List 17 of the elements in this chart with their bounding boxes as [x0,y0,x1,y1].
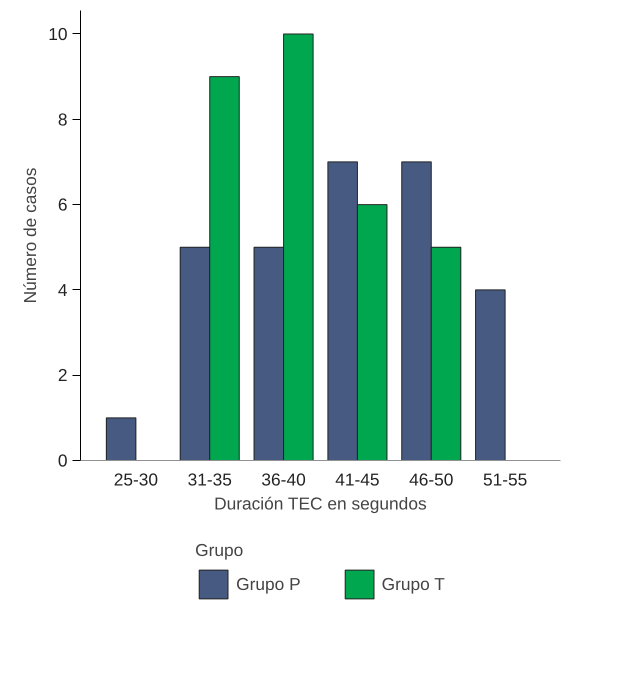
x-tick-label: 31-35 [188,470,232,490]
legend-title: Grupo [195,540,244,561]
y-tick-label: 4 [58,280,68,300]
y-axis-title: Número de casos [20,167,40,304]
y-tick-label: 2 [58,365,68,386]
x-tick-label: 51-55 [482,470,528,490]
legend-label: Grupo P [236,574,301,594]
x-tick-label: 25-30 [114,470,158,490]
x-tick-label: 36-40 [261,470,306,490]
y-tick-label: 6 [58,194,68,215]
y-tick-label: 8 [58,109,68,130]
x-tick-label: 41-45 [335,470,380,490]
x-tick-label: 46-50 [409,470,454,490]
x-axis-title: Duración TEC en segundos [214,494,427,514]
y-tick-label: 0 [58,450,68,470]
y-tick-label: 10 [48,24,68,44]
legend-label: Grupo T [382,574,445,594]
